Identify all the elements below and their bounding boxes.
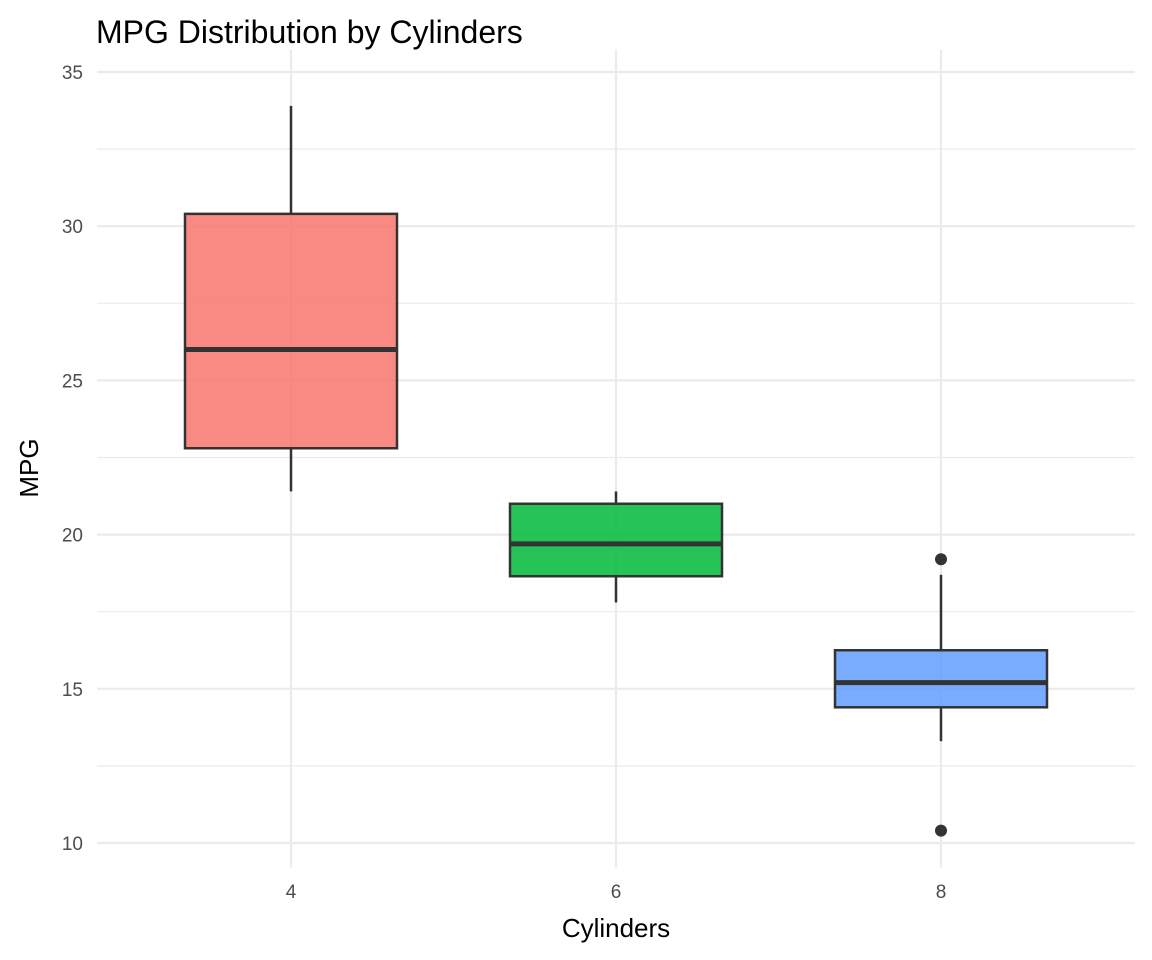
y-tick-label: 20 <box>62 526 83 547</box>
grid <box>97 49 1135 868</box>
x-axis-ticks: 4 6 8 <box>286 882 947 903</box>
y-axis-ticks: 10 15 20 25 30 35 <box>62 63 83 855</box>
box-8-cyl <box>833 649 1049 709</box>
y-tick-label: 35 <box>62 63 83 84</box>
box-4-cyl <box>183 212 399 450</box>
outlier-point <box>935 824 947 837</box>
x-tick-label: 6 <box>611 882 622 903</box>
outlier-point <box>935 553 947 566</box>
boxes <box>183 105 1049 837</box>
y-tick-label: 10 <box>62 834 83 855</box>
x-tick-label: 4 <box>286 882 297 903</box>
chart-title: MPG Distribution by Cylinders <box>96 14 523 50</box>
box-6-cyl <box>508 502 724 578</box>
y-axis-label: MPG <box>14 438 44 497</box>
x-axis-label: Cylinders <box>562 913 670 943</box>
x-tick-label: 8 <box>936 882 947 903</box>
y-tick-label: 15 <box>62 680 83 701</box>
y-tick-label: 30 <box>62 217 83 238</box>
y-tick-label: 25 <box>62 371 83 392</box>
